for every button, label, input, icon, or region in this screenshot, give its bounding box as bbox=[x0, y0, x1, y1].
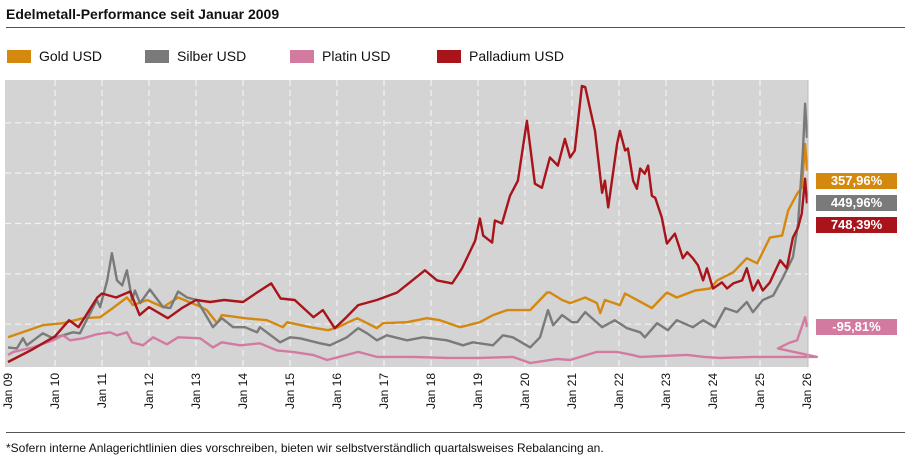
x-tick-label: Jan 24 bbox=[706, 373, 720, 409]
legend-item-gold: Gold USD bbox=[7, 48, 102, 64]
top-divider bbox=[6, 27, 905, 28]
x-tick-label: Jan 23 bbox=[659, 373, 673, 409]
bottom-divider bbox=[6, 432, 905, 433]
legend-item-palladium: Palladium USD bbox=[437, 48, 564, 64]
x-tick-label: Jan 16 bbox=[330, 373, 344, 409]
x-tick-label: Jan 13 bbox=[189, 373, 203, 409]
end-label-platin: -95,81% bbox=[816, 319, 897, 335]
x-tick-label: Jan 26 bbox=[800, 373, 814, 409]
legend-label-palladium: Palladium USD bbox=[469, 48, 564, 64]
end-label-silber: 449,96% bbox=[816, 195, 897, 211]
legend-label-silber: Silber USD bbox=[177, 48, 247, 64]
footnote: *Sofern interne Anlagerichtlinien dies v… bbox=[6, 441, 604, 455]
x-tick-label: Jan 15 bbox=[283, 373, 297, 409]
series-line-silber bbox=[7, 102, 809, 350]
x-tick-label: Jan 09 bbox=[1, 373, 15, 409]
legend-swatch-palladium bbox=[437, 49, 461, 63]
x-tick-label: Jan 10 bbox=[48, 373, 62, 409]
series-line-platin bbox=[7, 316, 819, 365]
x-tick-label: Jan 18 bbox=[424, 373, 438, 409]
x-tick-label: Jan 25 bbox=[753, 373, 767, 409]
x-tick-label: Jan 19 bbox=[471, 373, 485, 409]
x-tick-label: Jan 17 bbox=[377, 373, 391, 409]
chart-title: Edelmetall-Performance seit Januar 2009 bbox=[6, 6, 280, 22]
legend-label-platin: Platin USD bbox=[322, 48, 391, 64]
x-tick-label: Jan 12 bbox=[142, 373, 156, 409]
x-tick-label: Jan 21 bbox=[565, 373, 579, 409]
x-tick-label: Jan 22 bbox=[612, 373, 626, 409]
x-tick-label: Jan 14 bbox=[236, 373, 250, 409]
end-label-gold: 357,96% bbox=[816, 173, 897, 189]
legend-label-gold: Gold USD bbox=[39, 48, 103, 64]
x-tick-label: Jan 20 bbox=[518, 373, 532, 409]
x-tick-label: Jan 11 bbox=[95, 373, 109, 408]
end-label-palladium: 748,39% bbox=[816, 217, 897, 233]
legend-item-platin: Platin USD bbox=[290, 48, 390, 64]
legend-swatch-gold bbox=[7, 49, 31, 63]
legend-swatch-silber bbox=[145, 49, 169, 63]
legend-swatch-platin bbox=[290, 49, 314, 63]
legend-item-silber: Silber USD bbox=[145, 48, 246, 64]
series-line-palladium bbox=[7, 84, 809, 364]
